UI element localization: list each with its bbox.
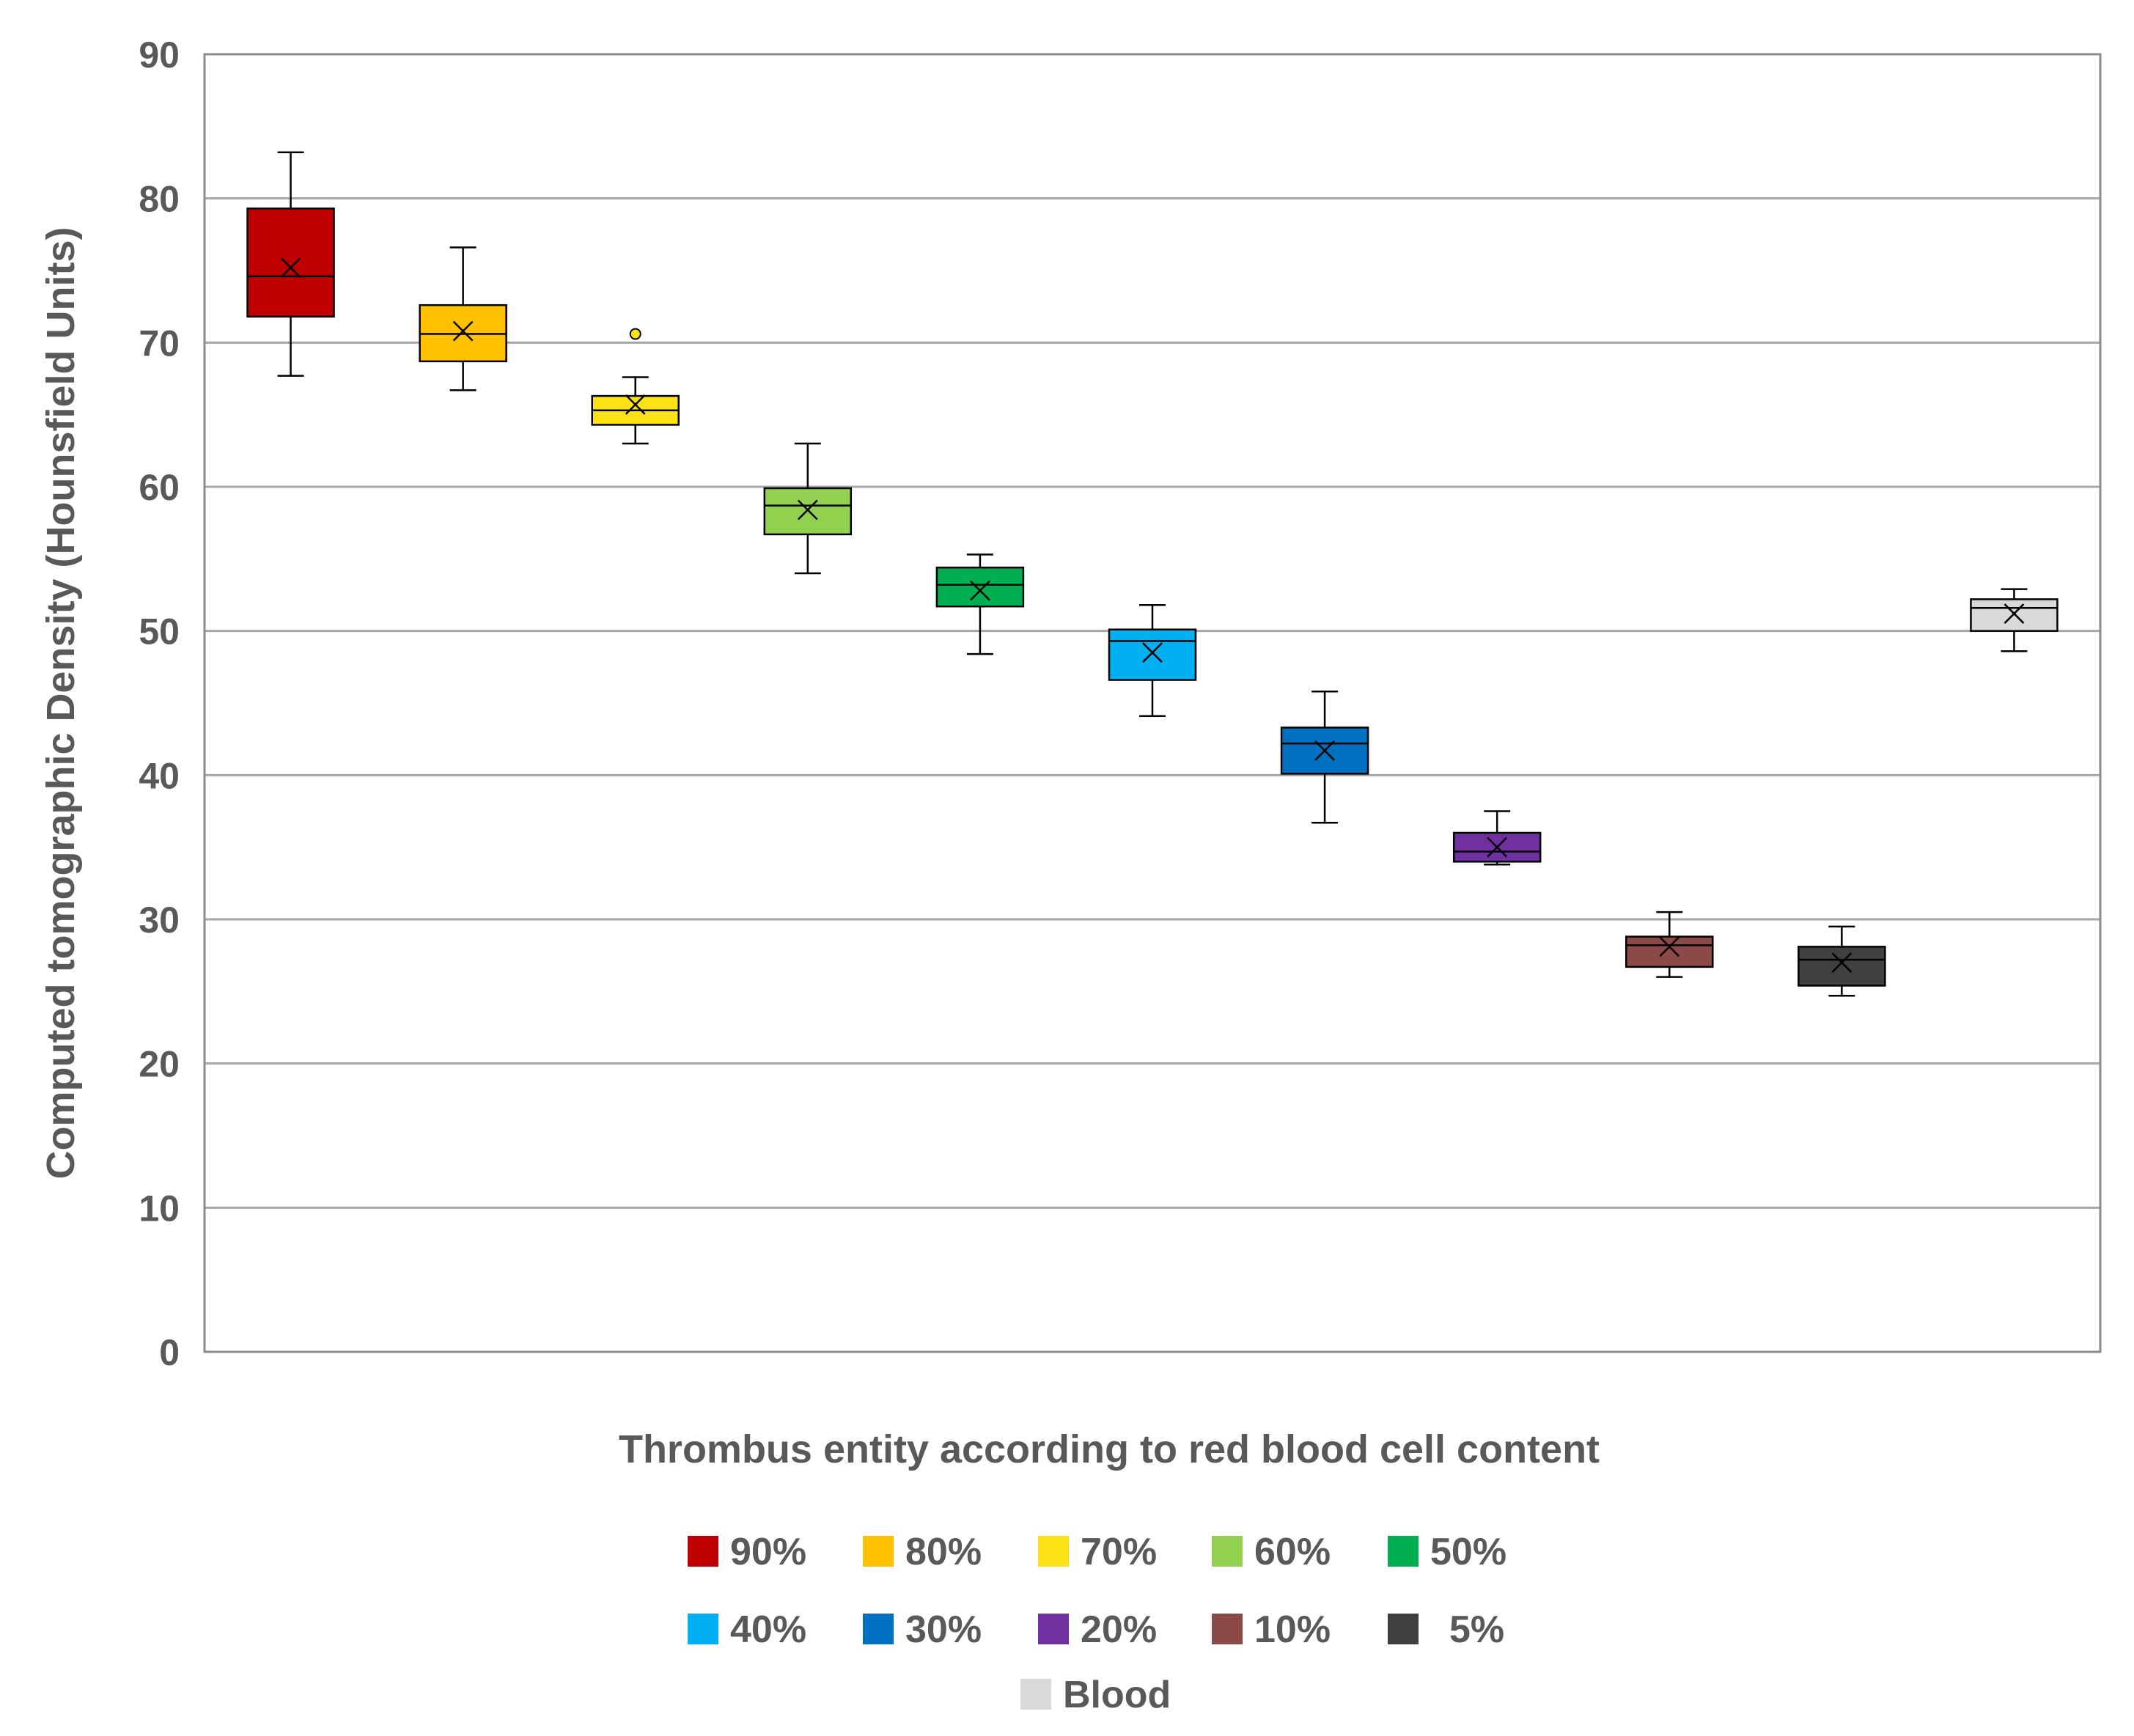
box-5pct xyxy=(1798,925,1886,997)
mean-marker xyxy=(625,394,646,415)
y-tick-label: 20 xyxy=(139,1044,180,1085)
legend-label: Blood xyxy=(1063,1674,1171,1716)
box-80pct xyxy=(419,246,507,391)
legend-label: 5% xyxy=(1430,1608,1504,1651)
box-60pct xyxy=(763,442,853,575)
box-40pct xyxy=(1108,604,1197,717)
iqr-box xyxy=(935,566,1025,608)
mean-marker xyxy=(452,320,474,342)
y-tick-label: 30 xyxy=(139,900,180,941)
legend-label: 80% xyxy=(905,1531,982,1573)
y-tick-label: 50 xyxy=(139,611,180,652)
legend-swatch xyxy=(688,1614,718,1644)
legend-label: 90% xyxy=(730,1531,806,1573)
box-10pct xyxy=(1625,911,1714,978)
mean-marker xyxy=(1142,642,1163,663)
mean-marker xyxy=(1314,740,1335,761)
y-tick-label: 40 xyxy=(139,755,180,796)
mean-marker xyxy=(1487,836,1508,858)
legend-item: 40% xyxy=(688,1608,806,1651)
legend-label: 20% xyxy=(1081,1608,1157,1651)
y-tick-label: 0 xyxy=(159,1332,180,1373)
legend-item: 80% xyxy=(863,1531,982,1573)
iqr-box xyxy=(1625,935,1714,968)
y-axis-tick-labels: 0 10 20 30 40 50 60 70 80 90 xyxy=(139,34,180,1373)
legend-item: 70% xyxy=(1038,1531,1157,1573)
mean-marker xyxy=(797,499,818,521)
legend-label: 30% xyxy=(905,1608,982,1651)
iqr-box xyxy=(763,487,853,536)
y-tick-label: 70 xyxy=(139,323,180,364)
iqr-box xyxy=(1970,598,2058,632)
iqr-box xyxy=(1108,628,1197,681)
legend-swatch xyxy=(863,1614,894,1644)
iqr-box xyxy=(246,207,335,318)
y-tick-label: 80 xyxy=(139,179,180,220)
legend-item: 90% xyxy=(688,1531,806,1573)
legend-label: 40% xyxy=(730,1608,806,1651)
legend-swatch xyxy=(688,1536,718,1567)
outlier-point xyxy=(629,328,641,340)
legend-item: 30% xyxy=(863,1608,982,1651)
legend-swatch xyxy=(1212,1614,1243,1644)
y-tick-label: 90 xyxy=(139,34,180,76)
legend-swatch xyxy=(863,1536,894,1567)
box-30pct xyxy=(1280,691,1369,824)
legend-label: 60% xyxy=(1254,1531,1331,1573)
mean-marker xyxy=(1831,952,1852,973)
box-plot-series xyxy=(246,151,2058,997)
x-axis-title: Thrombus entity according to red blood c… xyxy=(619,1427,1600,1471)
legend-swatch xyxy=(1388,1614,1419,1644)
legend: 90% 80% 70% 60% 50% 40% 30% 20% 10% 5% Blood xyxy=(688,1531,1506,1716)
legend-swatch xyxy=(1388,1536,1419,1567)
legend-label: 10% xyxy=(1254,1608,1331,1651)
mean-marker xyxy=(2004,603,2025,624)
plot-area-frame xyxy=(203,53,2102,1353)
legend-item: Blood xyxy=(1020,1674,1171,1716)
box-blood xyxy=(1970,588,2058,652)
mean-marker xyxy=(970,580,990,601)
box-50pct xyxy=(935,553,1025,655)
legend-swatch xyxy=(1038,1614,1069,1644)
legend-label: 50% xyxy=(1430,1531,1506,1573)
y-tick-label: 60 xyxy=(139,467,180,508)
y-axis-title: Computed tomographic Density (Hounsfield… xyxy=(39,227,83,1179)
legend-label: 70% xyxy=(1081,1531,1157,1573)
legend-item: 60% xyxy=(1212,1531,1331,1573)
legend-swatch xyxy=(1020,1679,1051,1710)
legend-item: 20% xyxy=(1038,1608,1157,1651)
legend-item: 10% xyxy=(1212,1608,1331,1651)
legend-item: 50% xyxy=(1388,1531,1506,1573)
box-70pct xyxy=(591,328,680,445)
legend-item: 5% xyxy=(1388,1608,1504,1651)
mean-marker xyxy=(280,257,301,278)
box-90pct xyxy=(246,151,335,377)
iqr-box xyxy=(1798,946,1886,987)
y-tick-label: 10 xyxy=(139,1188,180,1229)
box-20pct xyxy=(1452,810,1542,866)
mean-marker xyxy=(1659,936,1680,957)
legend-swatch xyxy=(1212,1536,1243,1567)
legend-swatch xyxy=(1038,1536,1069,1567)
